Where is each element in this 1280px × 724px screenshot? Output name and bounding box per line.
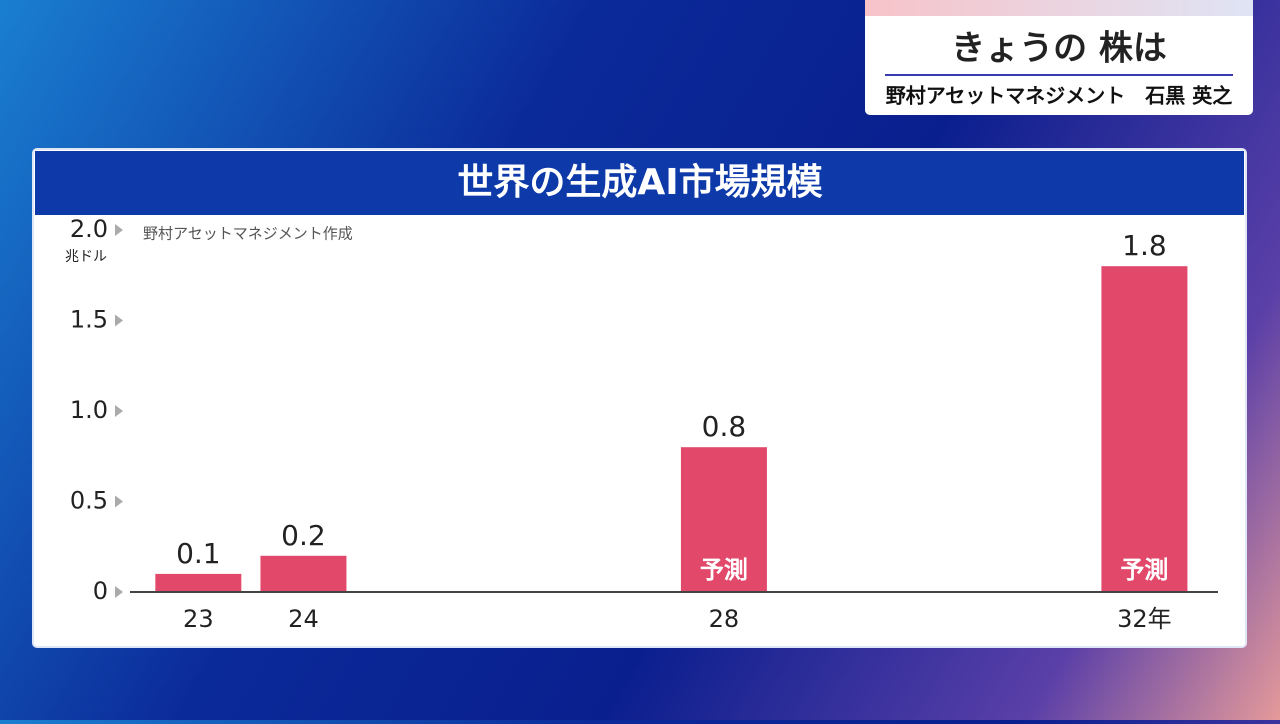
annotation: 予測 xyxy=(1120,556,1168,584)
y-tick-mark xyxy=(115,224,123,236)
x-tick-label: 24 xyxy=(288,605,319,633)
source-note: 野村アセットマネジメント作成 xyxy=(143,225,353,243)
bar xyxy=(680,447,767,592)
y-tick-mark xyxy=(115,495,123,508)
y-tick-label: 0 xyxy=(93,577,108,605)
y-tick-mark xyxy=(115,314,123,327)
data-label: 0.1 xyxy=(176,537,221,570)
y-unit: 兆ドル xyxy=(65,249,107,265)
data-label: 0.8 xyxy=(702,410,747,443)
annotation: 予測 xyxy=(700,556,748,584)
header-box xyxy=(865,0,1253,115)
y-tick-label: 1.0 xyxy=(70,396,108,424)
y-tick-mark xyxy=(115,586,123,598)
y-tick-label: 1.5 xyxy=(70,306,108,334)
header-title: きょうの 株は xyxy=(951,29,1167,69)
x-tick-label: 23 xyxy=(183,605,214,633)
y-tick-label: 2.0 xyxy=(70,215,108,243)
bar xyxy=(1101,266,1188,592)
y-tick-label: 0.5 xyxy=(70,487,108,515)
x-tick-label: 32年 xyxy=(1117,605,1172,633)
x-tick-label: 28 xyxy=(709,605,740,633)
chart-title: 世界の生成AI市場規模 xyxy=(457,162,822,203)
chart-title-bar xyxy=(35,151,1244,215)
header-strip xyxy=(865,0,1253,16)
chart-panel xyxy=(32,148,1247,648)
data-label: 0.2 xyxy=(281,519,326,552)
bar xyxy=(260,555,347,592)
bar xyxy=(155,573,242,592)
header-subtitle: 野村アセットマネジメント 石黒 英之 xyxy=(886,84,1233,108)
data-label: 1.8 xyxy=(1122,229,1167,262)
y-tick-mark xyxy=(115,405,123,417)
